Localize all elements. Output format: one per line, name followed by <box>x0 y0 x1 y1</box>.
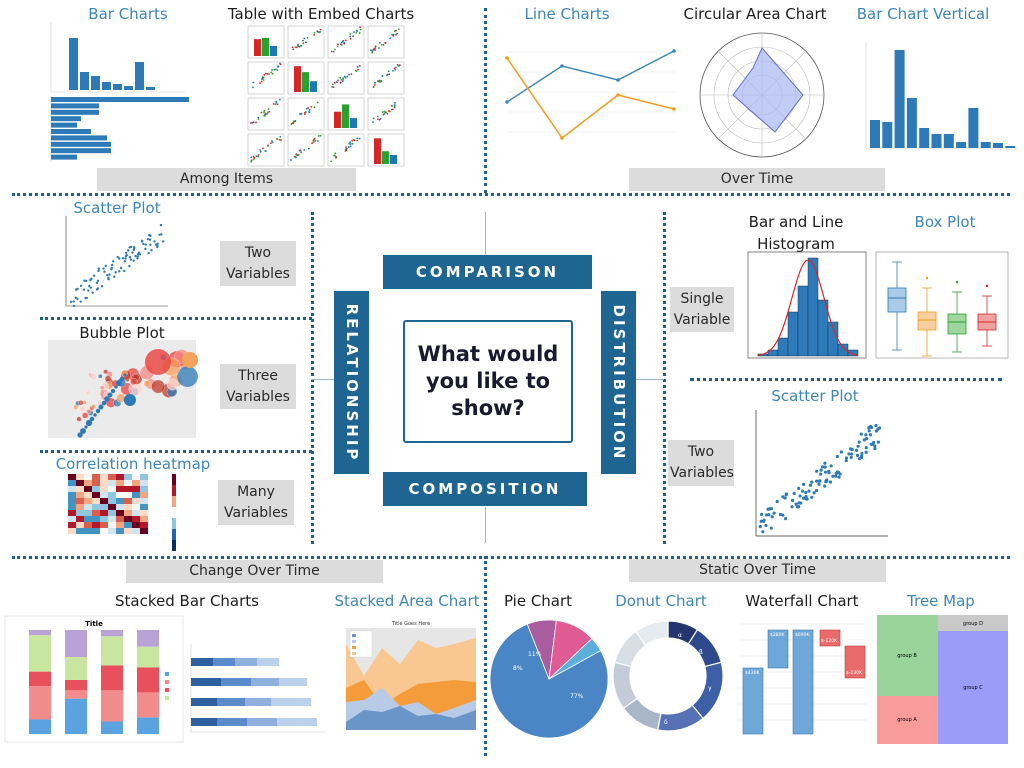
waterfall-label-4: $-230K <box>846 670 863 676</box>
top-divider <box>12 193 1010 196</box>
circular-area-thumbnail <box>699 32 825 158</box>
histogram-thumbnail <box>747 251 867 359</box>
right-mid-divider <box>690 378 1002 381</box>
waterfall-label-1: $280K <box>770 632 785 638</box>
stacked-bar-thumbnail: Title <box>4 615 184 743</box>
comparison-label: COMPARISON <box>415 263 560 281</box>
stacked-area-thumbnail: Title Goes Here <box>334 618 480 740</box>
horizontal-stacked-thumbnail <box>190 644 325 733</box>
center-question-box: What would you like to show? <box>403 320 573 443</box>
correlation-heatmap-title: Correlation heatmap <box>55 455 211 473</box>
left-vertical-divider <box>311 212 314 544</box>
top-vertical-divider <box>484 8 487 193</box>
table-embed-thumbnail <box>247 25 405 167</box>
bottom-divider <box>12 556 1010 559</box>
treemap-group-d: group D <box>963 621 983 627</box>
dist-two-variables-label: Two Variables <box>668 440 734 486</box>
connector-bottom <box>485 507 486 543</box>
correlation-heatmap-thumbnail <box>68 474 176 551</box>
relationship-label: RELATIONSHIP <box>342 303 361 462</box>
rel-scatter-thumbnail <box>65 216 168 308</box>
donut-gamma: γ <box>708 685 712 692</box>
rel-three-variables-label: Three Variables <box>220 364 296 409</box>
right-vertical-divider <box>663 212 666 544</box>
composition-banner: COMPOSITION <box>383 472 587 506</box>
bar-line-histogram-title: Bar and Line Histogram <box>748 213 844 253</box>
connector-top <box>485 212 486 256</box>
donut-delta: δ <box>664 719 668 726</box>
bar-vertical-title: Bar Chart Vertical <box>856 5 990 23</box>
waterfall-chart-title: Waterfall Chart <box>745 592 859 610</box>
among-items-label: Among Items <box>97 168 356 191</box>
pie-label-0: 77% <box>570 693 584 700</box>
treemap-group-a: group A <box>897 717 917 723</box>
stacked-bar-chart-title: Title <box>85 620 103 628</box>
rel-scatter-title: Scatter Plot <box>73 199 161 217</box>
bubble-plot-thumbnail <box>48 340 199 438</box>
pie-chart-thumbnail: 77% 8% 11% <box>489 619 609 739</box>
connector-left <box>311 379 335 380</box>
single-variable-label: Single Variable <box>670 287 734 332</box>
over-time-label: Over Time <box>629 168 885 191</box>
rel-two-variables-label: Two Variables <box>220 241 296 286</box>
donut-alpha: α <box>678 632 682 639</box>
distribution-banner: DISTRIBUTION <box>601 291 636 474</box>
bar-charts-title: Bar Charts <box>88 5 168 23</box>
bar-vertical-thumbnail <box>865 42 1018 150</box>
waterfall-label-0: $430K <box>745 670 760 676</box>
rel-many-variables-label: Many Variables <box>218 480 294 525</box>
donut-chart-title: Donut Chart <box>615 592 707 610</box>
donut-chart-thumbnail: α β γ δ <box>612 620 724 732</box>
circular-area-title: Circular Area Chart <box>683 5 827 23</box>
waterfall-label-3: $-120K <box>821 638 838 644</box>
comparison-banner: COMPARISON <box>383 255 592 289</box>
dist-scatter-thumbnail <box>755 410 888 537</box>
treemap-group-b: group B <box>897 653 917 659</box>
left-mid-divider-2 <box>40 450 312 453</box>
table-embed-title: Table with Embed Charts <box>227 5 415 23</box>
connector-right <box>636 379 664 380</box>
distribution-label: DISTRIBUTION <box>609 304 628 461</box>
tree-map-title: Tree Map <box>907 592 975 610</box>
line-charts-thumbnail <box>505 49 677 140</box>
pie-label-1: 8% <box>513 665 523 672</box>
center-question: What would you like to show? <box>417 342 559 420</box>
relationship-banner: RELATIONSHIP <box>334 291 369 474</box>
bar-charts-thumbnail <box>45 22 195 164</box>
donut-beta: β <box>699 649 703 656</box>
static-over-time-label: Static Over Time <box>629 559 886 582</box>
stacked-area-title: Stacked Area Chart <box>334 592 480 610</box>
box-plot-thumbnail <box>875 251 1009 359</box>
waterfall-label-2: $690K <box>795 632 810 638</box>
bottom-vertical-divider <box>484 556 487 756</box>
left-mid-divider-1 <box>40 317 312 320</box>
pie-chart-title: Pie Chart <box>503 592 573 610</box>
stacked-area-chart-title: Title Goes Here <box>391 621 430 627</box>
bubble-plot-title: Bubble Plot <box>79 324 165 342</box>
composition-label: COMPOSITION <box>408 480 562 498</box>
treemap-group-c: group C <box>963 685 983 691</box>
line-charts-title: Line Charts <box>524 5 610 23</box>
pie-label-2: 11% <box>528 651 542 658</box>
tree-map-thumbnail: group D group B group C group A <box>877 615 1008 744</box>
box-plot-title: Box Plot <box>914 213 976 231</box>
stacked-bar-title: Stacked Bar Charts <box>115 592 259 610</box>
waterfall-thumbnail: $430K $280K $690K $-120K $-230K <box>727 616 869 736</box>
dist-scatter-title: Scatter Plot <box>771 387 859 405</box>
change-over-time-label: Change Over Time <box>126 560 383 583</box>
